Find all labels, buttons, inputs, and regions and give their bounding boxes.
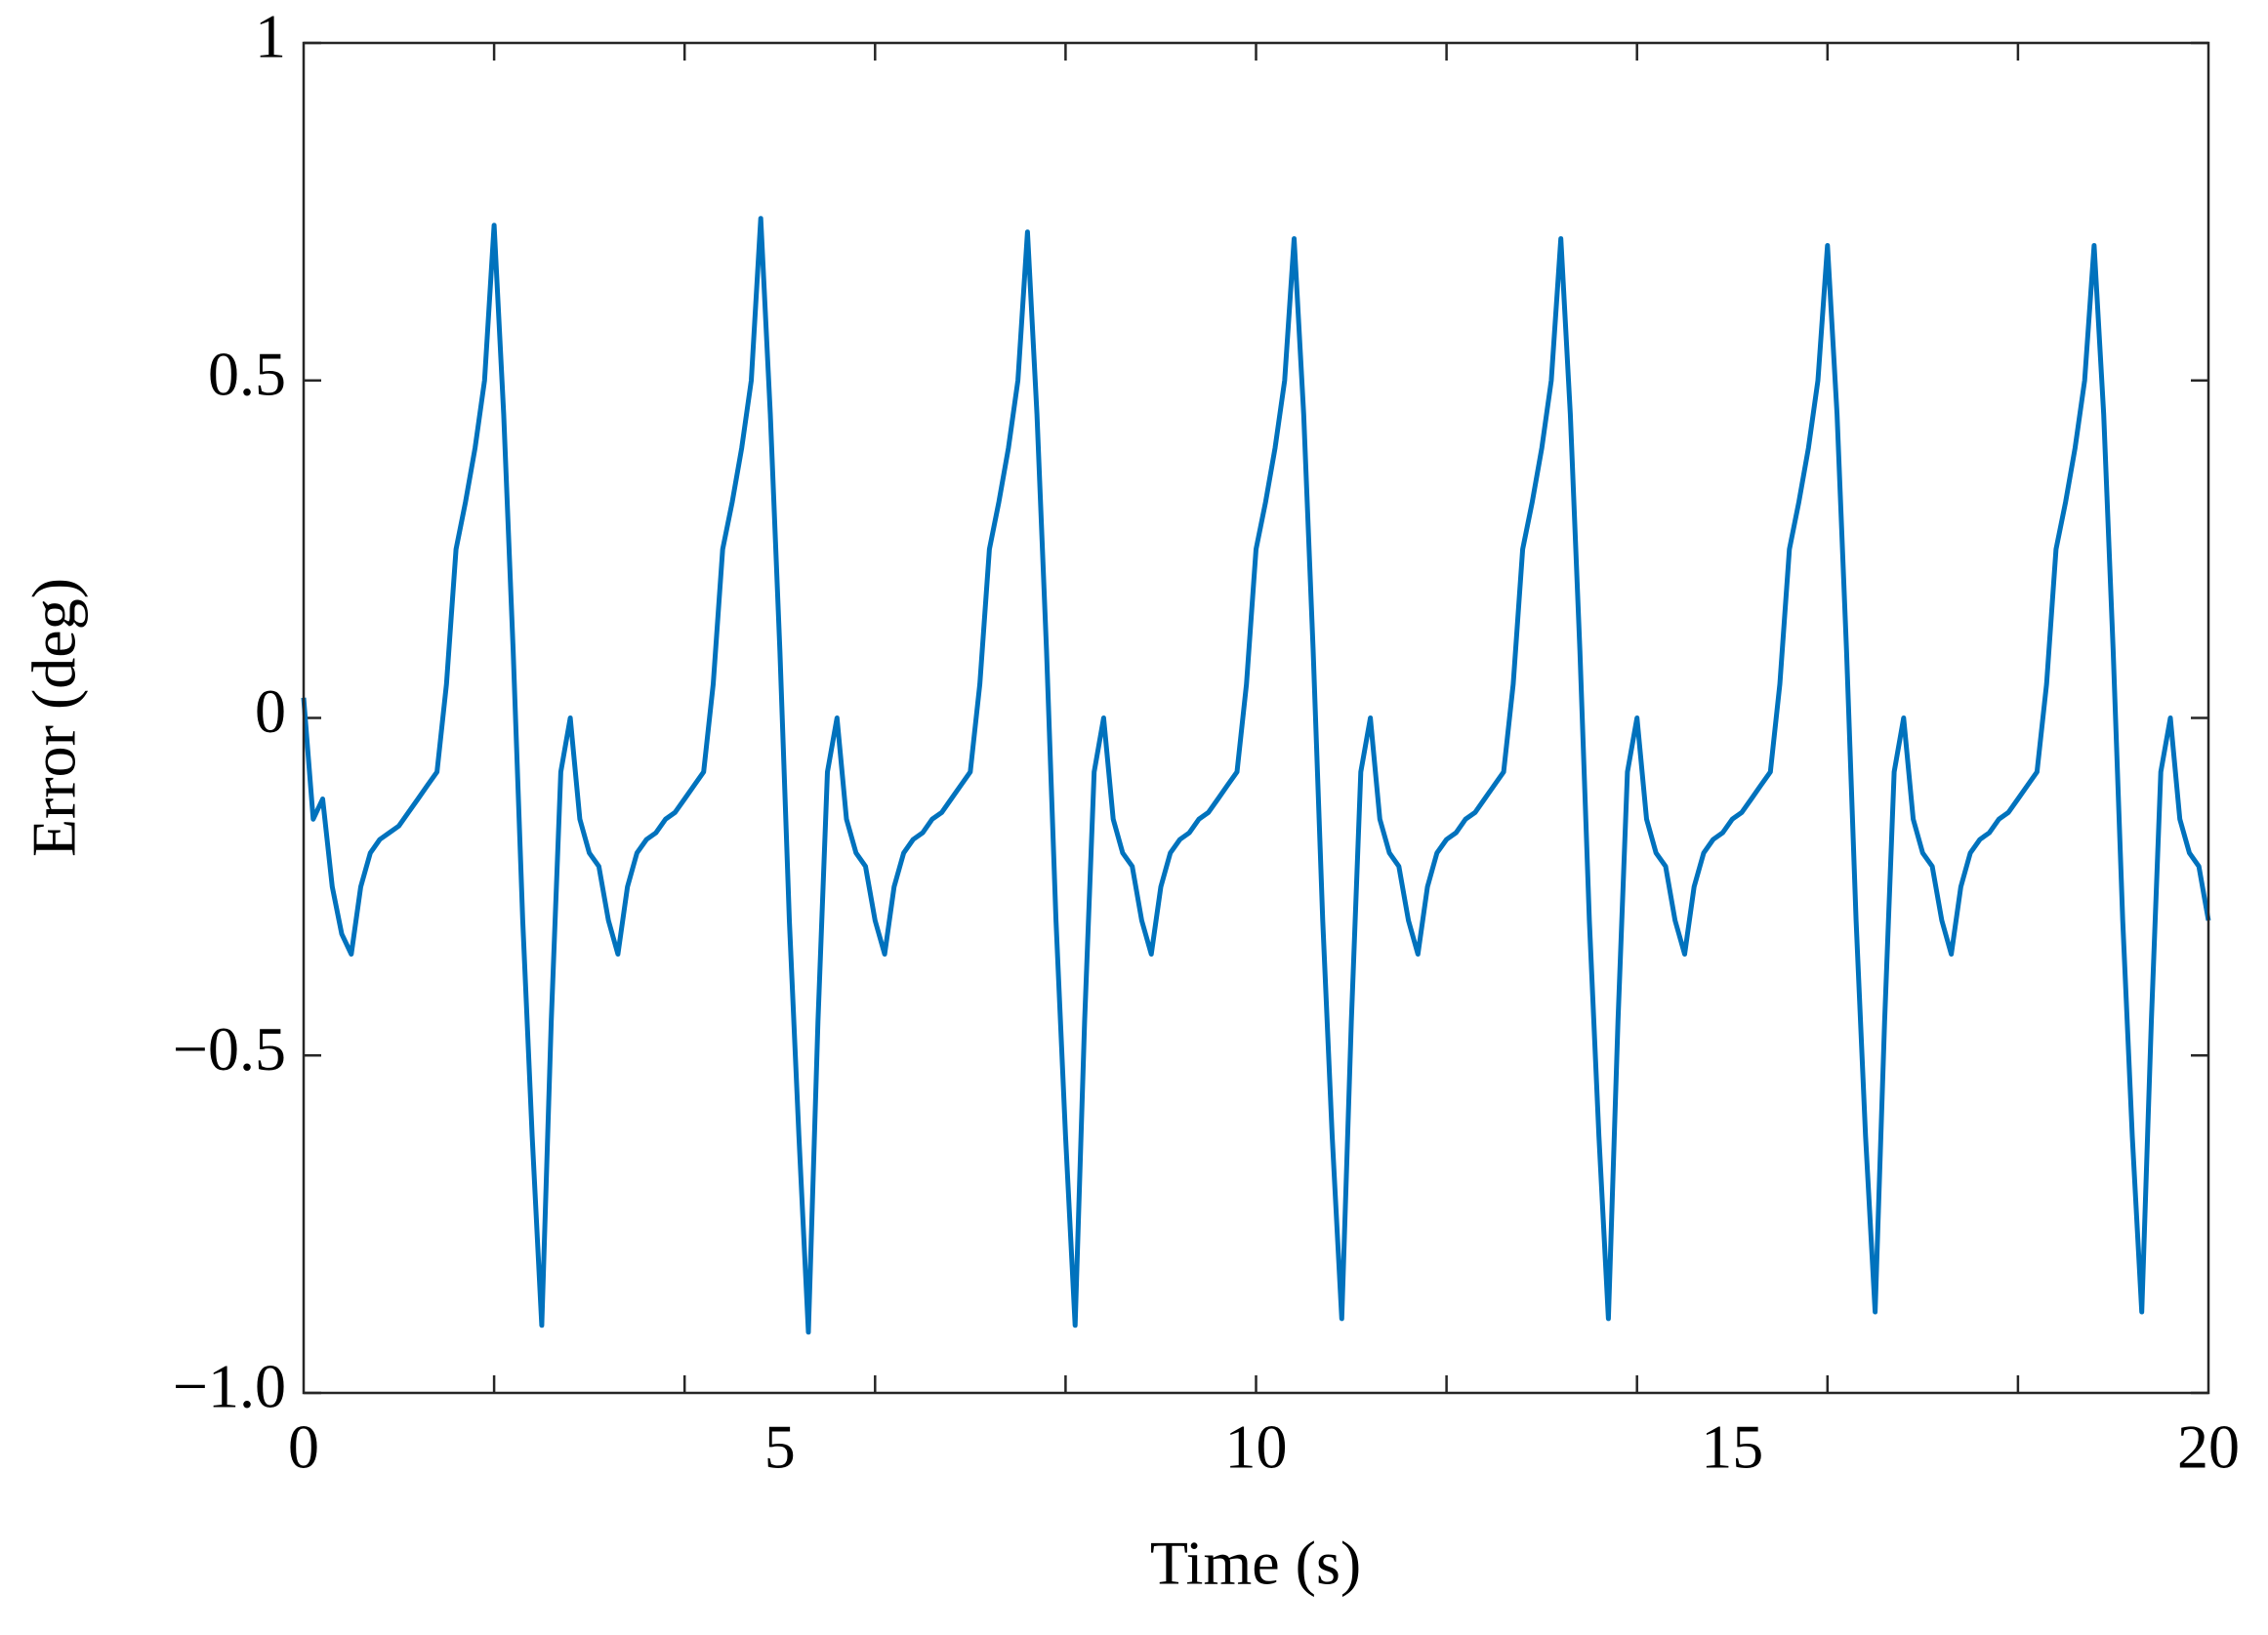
data-line [301, 216, 2211, 1335]
plot-frame [302, 41, 2210, 1395]
x-tick-label: 20 [2177, 1412, 2240, 1482]
y-tick-label: 0 [255, 676, 286, 746]
y-tick-label: −0.5 [173, 1014, 286, 1083]
y-tick-label: −1.0 [173, 1352, 286, 1421]
y-tick-label: 1 [255, 2, 286, 71]
x-tick-label: 5 [764, 1412, 796, 1482]
y-axis-label: Error (deg) [20, 578, 89, 857]
x-axis-label: Time (s) [1150, 1529, 1361, 1598]
x-tick-label: 15 [1701, 1412, 1763, 1482]
x-tick-label: 0 [288, 1412, 319, 1482]
y-tick-label: 0.5 [208, 339, 286, 408]
x-tick-label: 10 [1225, 1412, 1288, 1482]
